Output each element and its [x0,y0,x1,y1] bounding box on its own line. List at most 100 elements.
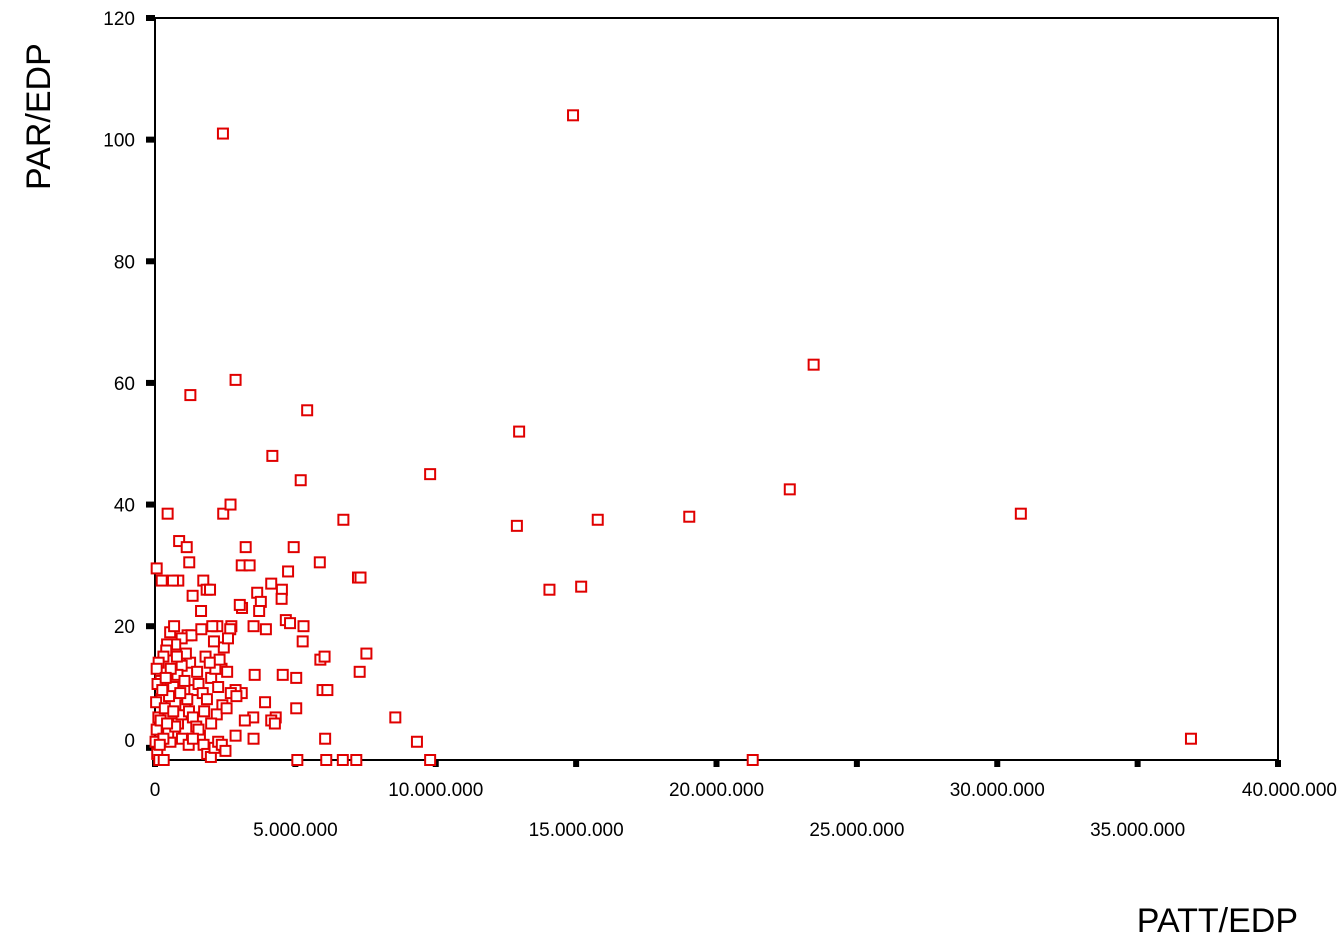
x-tick-mark [573,760,580,767]
data-point [183,556,196,569]
data-point [301,404,314,417]
data-point [287,541,300,554]
data-point [337,513,350,526]
data-point [238,714,251,727]
data-point [424,754,437,766]
data-point [683,510,696,523]
data-point [297,620,310,633]
x-tick-mark [1134,760,1141,767]
x-tick-mark [853,760,860,767]
data-point [320,754,333,766]
y-tick-mark [146,744,155,751]
y-tick-label: 80 [114,252,135,273]
data-point [166,574,179,587]
data-point [206,620,219,633]
x-tick-label: 20.000.000 [669,780,764,801]
data-point [513,425,526,438]
y-tick-mark [146,623,155,630]
data-point [247,732,260,745]
y-tick-mark [146,15,155,21]
data-point [591,513,604,526]
data-point [239,541,252,554]
data-point [216,127,229,140]
data-point [247,620,260,633]
data-point [167,705,180,718]
data-point [161,717,174,730]
y-tick-label: 0 [124,731,135,752]
data-point [266,449,279,462]
data-point [221,665,234,678]
data-point [259,623,272,636]
data-point [186,589,199,602]
data-point [217,507,230,520]
data-point [575,580,588,593]
x-tick-label: 30.000.000 [950,780,1045,801]
y-tick-mark [146,258,155,265]
x-tick-label: 15.000.000 [529,820,624,841]
data-point [318,650,331,663]
data-point [276,668,289,681]
x-axis-title: PATT/EDP [1137,902,1298,940]
data-point [783,483,796,496]
data-point [389,711,402,724]
x-tick-label: 10.000.000 [388,780,483,801]
data-point [161,507,174,520]
x-tick-label: 5.000.000 [253,820,338,841]
data-point [195,604,208,617]
data-point [219,744,232,757]
data-point [253,604,266,617]
data-point [171,668,184,681]
data-point [207,635,220,648]
data-point [354,571,367,584]
data-point [290,702,303,715]
x-tick-label: 40.000.000 [1242,780,1337,801]
data-point [150,662,163,675]
data-point [180,541,193,554]
x-tick-mark [1275,760,1281,767]
data-point [200,693,213,706]
data-point [543,583,556,596]
y-tick-label: 20 [114,617,135,638]
x-tick-mark [994,760,1001,767]
data-point [181,693,194,706]
data-point [212,681,225,694]
y-axis-ticks: 0 20 40 60 80 100 120 [103,9,155,752]
data-point [156,684,169,697]
y-tick-mark [146,501,155,508]
plot-frame [154,17,1279,761]
data-point [291,754,304,766]
data-point [213,653,226,666]
data-point [321,684,334,697]
data-point [424,468,437,481]
y-tick-label: 120 [103,9,135,30]
y-tick-label: 40 [114,496,135,517]
data-point [510,519,523,532]
y-tick-label: 60 [114,374,135,395]
data-point [198,705,211,718]
data-point [185,629,198,642]
data-point [150,696,163,709]
data-point [1014,507,1027,520]
x-tick-label: 25.000.000 [809,820,904,841]
y-tick-label: 100 [103,131,135,152]
data-point [567,109,580,122]
data-point [184,389,197,402]
data-point [174,687,187,700]
data-point [265,577,278,590]
data-point [170,650,183,663]
data-point [173,535,186,548]
data-point [224,498,237,511]
data-point [313,556,326,569]
y-tick-mark [146,136,155,143]
data-point [360,647,373,660]
data-point [221,632,234,645]
data-point [178,674,191,687]
data-point [153,738,166,751]
data-point [350,754,363,766]
data-point [155,574,168,587]
data-point [229,373,242,386]
x-tick-label: 0 [150,780,161,801]
data-point [175,632,188,645]
data-point [233,598,246,611]
